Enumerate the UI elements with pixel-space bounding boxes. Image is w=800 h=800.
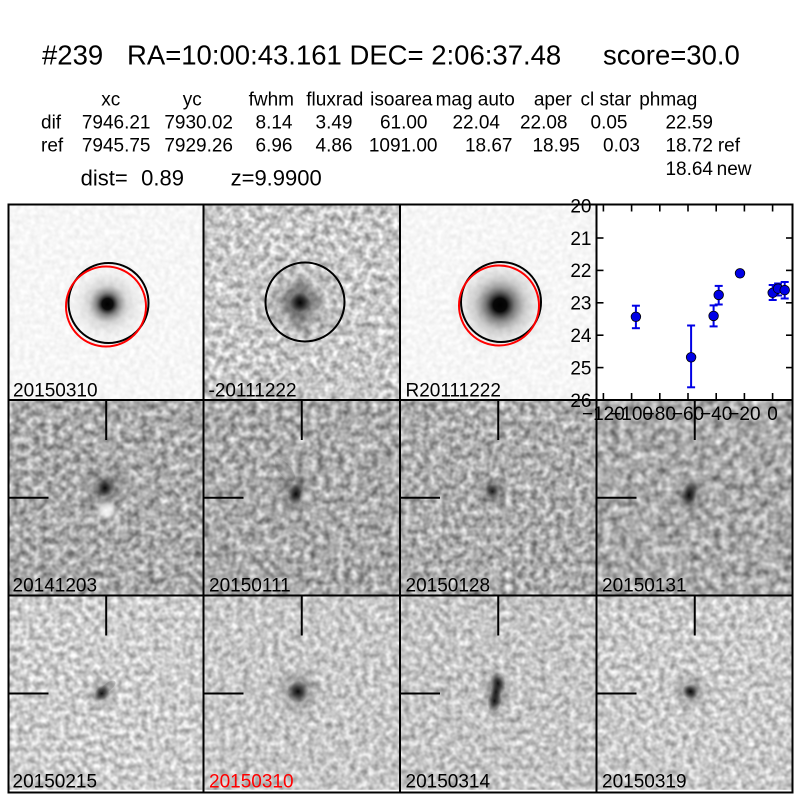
svg-text:7930.02: 7930.02	[164, 112, 233, 133]
svg-text:phmag: phmag	[639, 89, 697, 110]
svg-text:−100: −100	[610, 404, 653, 425]
svg-text:25: 25	[570, 358, 591, 379]
svg-text:R20111222: R20111222	[406, 381, 501, 402]
svg-text:26: 26	[570, 391, 591, 412]
svg-text:xc: xc	[101, 89, 120, 110]
svg-text:7945.75: 7945.75	[82, 136, 151, 157]
svg-text:-20111222: -20111222	[209, 381, 297, 402]
svg-text:0.89: 0.89	[141, 166, 184, 191]
svg-text:20150215: 20150215	[13, 772, 98, 793]
svg-text:ref: ref	[41, 136, 64, 157]
svg-text:−60: −60	[672, 404, 704, 425]
svg-text:7946.21: 7946.21	[82, 112, 151, 133]
svg-text:22.08: 22.08	[520, 112, 568, 133]
svg-text:ref: ref	[718, 136, 741, 157]
svg-text:score=30.0: score=30.0	[603, 40, 740, 71]
svg-text:4.86: 4.86	[316, 136, 353, 157]
svg-text:21: 21	[570, 229, 591, 250]
svg-text:−120: −120	[582, 404, 625, 425]
svg-text:#239: #239	[42, 40, 103, 71]
svg-text:18.67: 18.67	[465, 136, 513, 157]
svg-text:RA=10:00:43.161 DEC= 2:06:37.4: RA=10:00:43.161 DEC= 2:06:37.48	[127, 40, 561, 71]
svg-text:7929.26: 7929.26	[164, 136, 233, 157]
svg-text:−40: −40	[700, 404, 732, 425]
svg-text:1091.00: 1091.00	[369, 136, 438, 157]
svg-text:dif: dif	[41, 112, 62, 133]
svg-text:23: 23	[570, 294, 591, 315]
svg-text:22: 22	[570, 261, 591, 282]
svg-text:20150111: 20150111	[209, 576, 291, 597]
svg-text:6.96: 6.96	[256, 136, 293, 157]
svg-text:cl star: cl star	[581, 89, 632, 110]
svg-text:8.14: 8.14	[256, 112, 293, 133]
svg-text:mag auto: mag auto	[436, 89, 515, 110]
svg-text:20150128: 20150128	[406, 576, 491, 597]
svg-text:24: 24	[570, 326, 592, 347]
svg-text:yc: yc	[183, 89, 202, 110]
svg-text:0.03: 0.03	[603, 136, 640, 157]
svg-text:−80: −80	[644, 404, 676, 425]
svg-text:20150310: 20150310	[209, 772, 294, 793]
svg-text:20150319: 20150319	[602, 772, 687, 793]
svg-text:new: new	[717, 159, 752, 180]
svg-text:20150314: 20150314	[406, 772, 491, 793]
svg-text:dist=: dist=	[81, 166, 128, 191]
svg-text:isoarea: isoarea	[370, 89, 433, 110]
svg-text:18.95: 18.95	[532, 136, 580, 157]
svg-text:61.00: 61.00	[380, 112, 428, 133]
svg-text:22.04: 22.04	[452, 112, 500, 133]
svg-text:−20: −20	[728, 404, 760, 425]
svg-text:18.64: 18.64	[665, 159, 713, 180]
svg-text:22.59: 22.59	[665, 112, 713, 133]
svg-text:aper: aper	[534, 89, 573, 110]
svg-text:z=9.9900: z=9.9900	[231, 166, 322, 191]
svg-text:0.05: 0.05	[591, 112, 628, 133]
svg-text:20150310: 20150310	[13, 381, 98, 402]
svg-text:20141203: 20141203	[13, 576, 98, 597]
svg-text:0: 0	[767, 404, 778, 425]
svg-text:fluxrad: fluxrad	[306, 89, 363, 110]
svg-text:20150131: 20150131	[602, 576, 687, 597]
svg-text:fwhm: fwhm	[249, 89, 294, 110]
svg-text:20: 20	[570, 196, 591, 217]
svg-text:18.72: 18.72	[665, 136, 713, 157]
svg-text:3.49: 3.49	[316, 112, 353, 133]
